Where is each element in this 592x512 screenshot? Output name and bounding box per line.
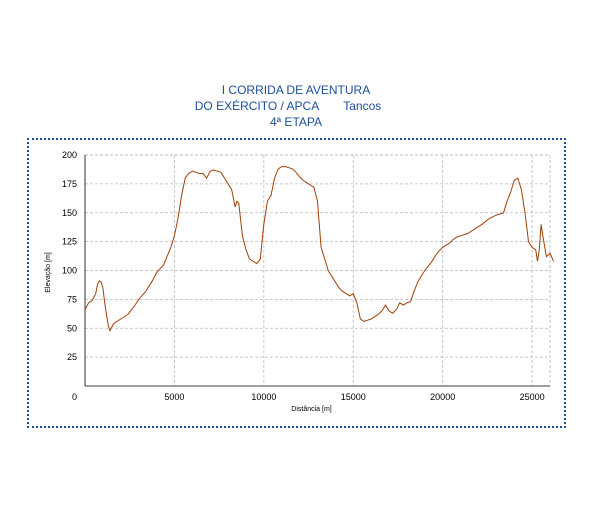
chart-frame bbox=[27, 138, 566, 428]
chart-title-line-2: DO EXÉRCITO / APCA Tancos bbox=[0, 98, 584, 114]
x-tick-label: 10000 bbox=[251, 392, 276, 402]
x-tick-label: 5000 bbox=[164, 392, 184, 402]
elevation-series-line bbox=[84, 166, 555, 332]
x-tick-label: 15000 bbox=[341, 392, 366, 402]
chart-ticks: 25 50 75 100 125 150 175 200 5000 10000 15000 20000… bbox=[62, 150, 545, 402]
origin-tick-label: 0 bbox=[72, 392, 77, 402]
y-tick-label: 150 bbox=[62, 208, 77, 218]
y-axis-label: Elevação [m] bbox=[45, 252, 52, 293]
y-tick-label: 200 bbox=[62, 150, 77, 160]
x-tick-label: 25000 bbox=[520, 392, 545, 402]
y-tick-label: 175 bbox=[62, 179, 77, 189]
chart-title-line-3: 4ª ETAPA bbox=[269, 115, 322, 129]
chart-grid bbox=[85, 154, 551, 386]
y-tick-label: 100 bbox=[62, 266, 77, 276]
y-tick-label: 125 bbox=[62, 237, 77, 247]
chart-title-line-1: I CORRIDA DE AVENTURA bbox=[221, 83, 371, 97]
y-tick-label: 25 bbox=[67, 352, 77, 362]
x-tick-label: 20000 bbox=[430, 392, 455, 402]
chart-axes bbox=[84, 155, 550, 387]
x-axis-label: Distância [m] bbox=[291, 406, 332, 413]
y-tick-label: 50 bbox=[67, 323, 77, 333]
y-tick-label: 75 bbox=[67, 294, 77, 304]
chart-title-location: Tancos bbox=[343, 99, 382, 113]
chart-title-line-2-main: DO EXÉRCITO / APCA bbox=[194, 99, 320, 113]
